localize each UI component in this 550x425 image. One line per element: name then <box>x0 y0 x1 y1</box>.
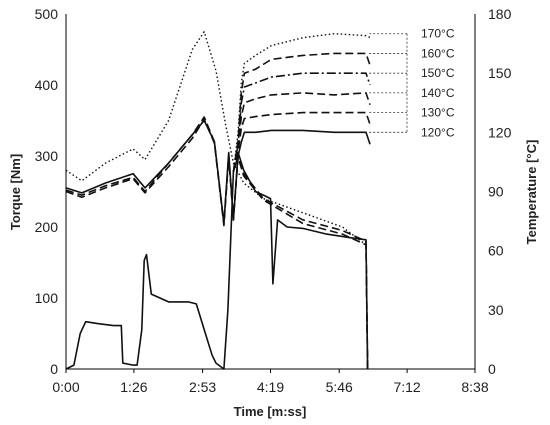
left-y-tick-label: 400 <box>35 77 59 93</box>
x-tick-label: 4:19 <box>257 379 284 395</box>
series-torque-140c <box>65 118 369 370</box>
x-axis-title: Time [m:ss] <box>234 404 307 419</box>
series-torque-130c <box>65 116 369 370</box>
series-torque-170c <box>65 31 369 370</box>
left-y-tick-label: 100 <box>35 290 59 306</box>
right-axis-title: Temperature [°C] <box>524 140 539 245</box>
x-tick-label: 5:46 <box>326 379 353 395</box>
annotation-label: 130°C <box>421 106 455 120</box>
right-y-tick-label: 0 <box>488 361 496 377</box>
annotation-label: 170°C <box>421 27 455 41</box>
right-y-tick-label: 120 <box>488 124 512 140</box>
annotation-label: 160°C <box>421 46 455 60</box>
series-torque-120c <box>65 119 369 370</box>
series-temperature-120c <box>65 129 371 370</box>
series-temperature-130c <box>232 111 371 172</box>
series-layer <box>65 31 372 370</box>
left-y-tick-label: 200 <box>35 219 59 235</box>
series-temperature-160c <box>232 52 371 172</box>
left-axis-title: Torque [Nm] <box>8 154 23 230</box>
right-y-tick-label: 90 <box>488 184 504 200</box>
annotation-label: 120°C <box>421 125 455 139</box>
series-temperature-170c <box>232 33 372 172</box>
ticks-layer: 0:00 1:26 2:53 4:19 5:46 7:12 8:38010020030040… <box>35 6 512 395</box>
left-y-tick-label: 0 <box>50 361 58 377</box>
left-y-tick-label: 300 <box>35 148 59 164</box>
left-y-tick-label: 500 <box>35 6 59 22</box>
annotation-label: 150°C <box>421 66 455 80</box>
right-y-tick-label: 150 <box>488 65 512 81</box>
right-y-tick-label: 30 <box>488 302 504 318</box>
x-tick-label: 0:00 <box>52 379 79 395</box>
annotation-layer: 170°C 160°C 150°C 140°C 130°C 120°C <box>369 27 455 139</box>
right-y-tick-label: 180 <box>488 6 512 22</box>
annotation-label: 140°C <box>421 86 455 100</box>
axes-layer <box>65 14 476 370</box>
series-temperature-150c <box>232 72 371 172</box>
x-tick-label: 8:38 <box>461 379 488 395</box>
right-y-tick-label: 60 <box>488 243 504 259</box>
x-tick-label: 1:26 <box>120 379 147 395</box>
x-tick-label: 7:12 <box>393 379 420 395</box>
x-tick-label: 2:53 <box>189 379 216 395</box>
